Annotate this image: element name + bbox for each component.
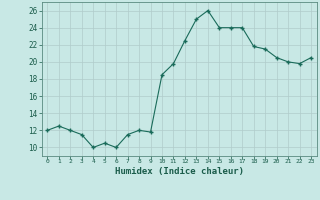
X-axis label: Humidex (Indice chaleur): Humidex (Indice chaleur)	[115, 167, 244, 176]
